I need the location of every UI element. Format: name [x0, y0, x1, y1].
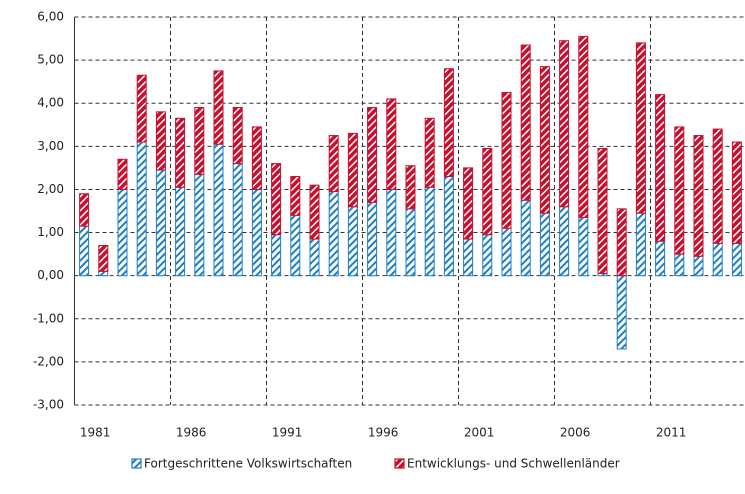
bar-segment [328, 191, 339, 277]
y-tick-label: -1,00 [33, 311, 64, 325]
bar-segment [98, 270, 109, 277]
bar-segment [347, 206, 358, 277]
bar-segment [194, 107, 205, 175]
y-tick-label: 5,00 [37, 53, 64, 67]
bar-segment [674, 253, 685, 277]
bar-segment [463, 167, 474, 240]
bar-segment [712, 242, 723, 277]
x-tick-label: 1986 [176, 426, 207, 440]
legend-label: Fortgeschrittene Volkswirtschaften [144, 457, 352, 471]
x-tick-label: 2006 [560, 426, 591, 440]
bar-segment [405, 208, 416, 277]
bar-segment [290, 214, 301, 277]
x-tick-label: 2001 [464, 426, 495, 440]
bar-segment [655, 240, 666, 277]
y-tick-label: 2,00 [37, 182, 64, 196]
bar-segment [309, 184, 320, 240]
bar-segment [674, 126, 685, 255]
bar-segment [117, 158, 128, 190]
x-tick-label: 1991 [272, 426, 303, 440]
bar-segment [693, 255, 704, 277]
legend-swatch [394, 458, 405, 469]
legend-swatch [131, 458, 142, 469]
y-tick-label: 0,00 [37, 268, 64, 282]
bar-segment [443, 176, 454, 277]
bar-segment [578, 216, 589, 277]
bar-segment [731, 242, 742, 277]
bar-segment [347, 132, 358, 208]
bar-segment [731, 141, 742, 244]
bar-segment [98, 244, 109, 272]
legend-label: Entwicklungs- und Schwellenländer [407, 457, 620, 471]
bar-segment [424, 117, 435, 188]
y-tick-label: -3,00 [33, 398, 64, 412]
x-tick-label: 1996 [368, 426, 399, 440]
bar-segment [136, 141, 147, 277]
bar-segment [539, 66, 550, 214]
bar-segment [232, 163, 243, 277]
bar-segment [213, 70, 224, 145]
bar-segment [501, 227, 512, 277]
bar-segment [501, 91, 512, 229]
bar-segment [520, 44, 531, 201]
bar-segment [194, 173, 205, 277]
bar-segment [367, 107, 378, 203]
bar-segment [386, 188, 397, 277]
bar-segment [367, 201, 378, 277]
bar-segment [443, 68, 454, 178]
y-tick-label: 3,00 [37, 139, 64, 153]
bar-segment [559, 40, 570, 208]
y-tick-label: 1,00 [37, 225, 64, 239]
bar-segment [328, 135, 339, 193]
bar-segment [271, 163, 282, 236]
bar-segment [635, 212, 646, 277]
bar-segment [251, 188, 262, 277]
bar-segment [482, 147, 493, 236]
y-tick-label: 6,00 [37, 10, 64, 24]
bar-segment [155, 169, 166, 277]
bar-segment [539, 212, 550, 277]
bar-segment [271, 234, 282, 277]
bar-segment [655, 94, 666, 242]
bar-segment [405, 165, 416, 210]
bar-segment [251, 126, 262, 190]
bar-segment [597, 147, 608, 275]
bar-segment [386, 98, 397, 190]
bar-segment [213, 143, 224, 277]
bar-segment [424, 186, 435, 277]
bar-segment [117, 188, 128, 277]
bar-segment [463, 238, 474, 277]
bar-segment [175, 117, 186, 188]
y-tick-label: -2,00 [33, 354, 64, 368]
y-tick-label: 4,00 [37, 96, 64, 110]
bar-segment [482, 234, 493, 277]
bar-segment [578, 35, 589, 218]
bar-segment [175, 186, 186, 277]
bar-segment [635, 42, 646, 214]
x-tick-label: 2011 [656, 426, 687, 440]
bar-segment [232, 107, 243, 165]
x-tick-label: 1981 [80, 426, 111, 440]
bar-segment [79, 225, 90, 277]
bar-segment [79, 193, 90, 227]
bar-segment [693, 135, 704, 257]
bar-segment [155, 111, 166, 171]
bar-segment [559, 206, 570, 277]
bar-segment [616, 275, 627, 350]
bar-segment [309, 238, 320, 277]
bar-segment [290, 176, 301, 216]
bar-segment [136, 74, 147, 143]
bar-segment [616, 208, 627, 277]
bar-segment [520, 199, 531, 277]
bar-segment [712, 128, 723, 244]
